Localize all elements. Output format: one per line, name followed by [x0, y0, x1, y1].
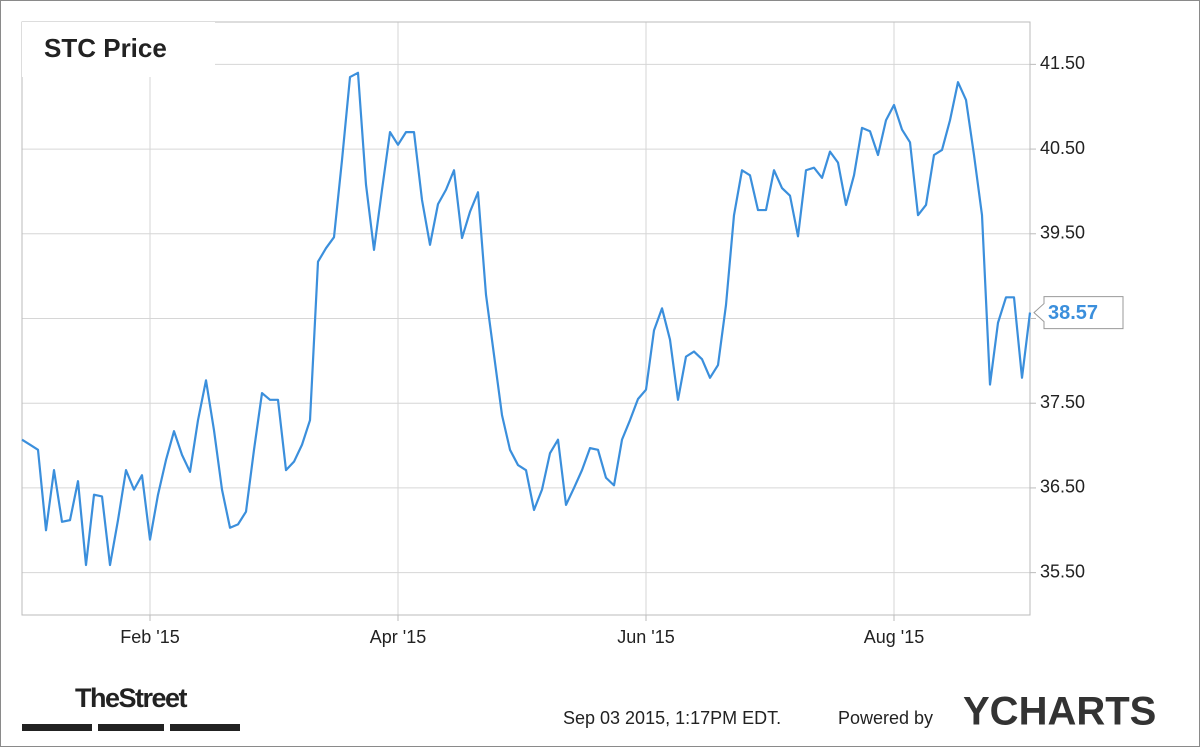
title-box: [22, 22, 215, 77]
y-tick-label: 36.50: [1040, 477, 1085, 497]
credit: Powered by: [838, 708, 933, 728]
timestamp: Sep 03 2015, 1:17PM EDT.: [563, 708, 781, 728]
logo-bar: [98, 724, 164, 731]
logo-bar: [22, 724, 92, 731]
y-tick-label: 35.50: [1040, 561, 1085, 581]
x-tick-label: Apr '15: [370, 627, 426, 647]
y-tick-label: 40.50: [1040, 138, 1085, 158]
line-series: [21, 71, 1032, 567]
value-label: 38.57: [1048, 302, 1098, 324]
y-tick-label: 41.50: [1040, 53, 1085, 73]
x-tick-label: Feb '15: [120, 627, 179, 647]
x-tick-label: Jun '15: [617, 627, 674, 647]
x-tick-label: Aug '15: [864, 627, 925, 647]
chart-title: STC Price: [44, 33, 167, 63]
value-label-box: [1033, 296, 1124, 330]
y-tick-label: 37.50: [1040, 392, 1085, 412]
y-tick-label: 39.50: [1040, 223, 1085, 243]
brand-logo: YCHARTS: [963, 690, 1156, 734]
logo-bar: [170, 724, 240, 731]
lines: [21, 71, 1032, 567]
publisher-logo: TheStreet: [75, 683, 188, 713]
